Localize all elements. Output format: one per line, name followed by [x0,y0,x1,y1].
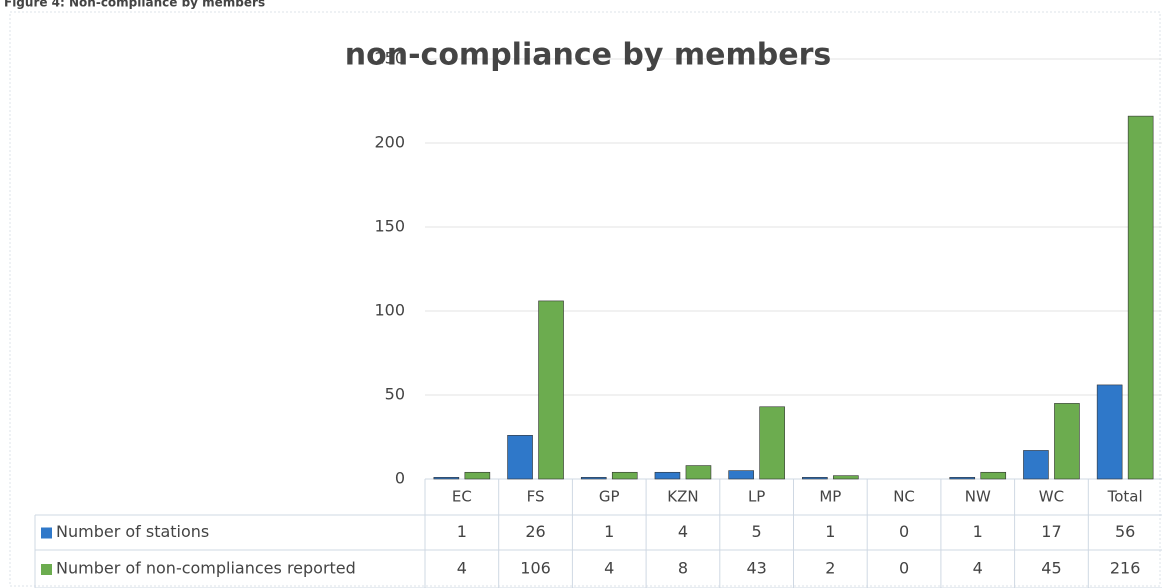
chart-frame [9,11,1161,587]
table-cell: 0 [899,522,909,541]
x-tick-label: FS [527,488,545,506]
bar [654,471,681,480]
bar [433,477,460,480]
bar [611,471,638,480]
x-tick-label: MP [819,488,841,506]
table-cell: 4 [973,559,983,578]
table-cell: 2 [825,559,835,578]
legend-label: Number of non-compliances reported [56,559,356,578]
x-tick-label: LP [748,488,765,506]
bar [580,477,607,480]
y-tick-label: 100 [374,301,405,320]
table-cell: 106 [520,559,551,578]
x-tick-label: WC [1039,488,1064,506]
table-cell: 216 [1110,559,1141,578]
y-tick-label: 0 [395,469,405,488]
bar [759,406,785,480]
legend-label: Number of stations [56,522,209,541]
bar [538,300,564,480]
table-cell: 43 [746,559,766,578]
figure-caption: Figure 4: Non-compliance by members [4,0,265,10]
table-cell: 1 [825,522,835,541]
y-tick-label: 250 [374,49,405,68]
table-cell: 1 [973,522,983,541]
bar [949,477,976,480]
y-tick-label: 150 [374,217,405,236]
bar [980,471,1007,480]
bar [833,475,859,480]
y-tick-label: 200 [374,133,405,152]
x-tick-label: GP [599,488,620,506]
bar [685,465,712,480]
table-cell: 4 [604,559,614,578]
bar [1054,403,1080,480]
bar [507,435,533,480]
x-tick-label: NW [965,488,991,506]
bar [1023,450,1049,480]
y-tick-label: 50 [385,385,405,404]
legend-swatch [41,527,52,539]
table-cell: 4 [678,522,688,541]
table-cell: 8 [678,559,688,578]
table-cell: 1 [604,522,614,541]
legend-swatch [41,564,52,575]
table-cell: 45 [1041,559,1061,578]
table-cell: 56 [1115,522,1135,541]
x-tick-label: NC [893,488,915,506]
table-cell: 26 [525,522,545,541]
table-cell: 0 [899,559,909,578]
bar [1096,384,1123,480]
bar [802,477,828,480]
table-cell: 17 [1041,522,1061,541]
table-cell: 5 [752,522,762,541]
table-cell: 4 [457,559,467,578]
bar [728,470,754,480]
chart-title: non-compliance by members [345,38,831,73]
bar [464,471,491,480]
x-tick-label: Total [1107,488,1143,506]
table-cell: 1 [457,522,467,541]
x-tick-label: EC [452,488,472,506]
x-tick-label: KZN [667,488,698,506]
bar [1127,115,1154,480]
